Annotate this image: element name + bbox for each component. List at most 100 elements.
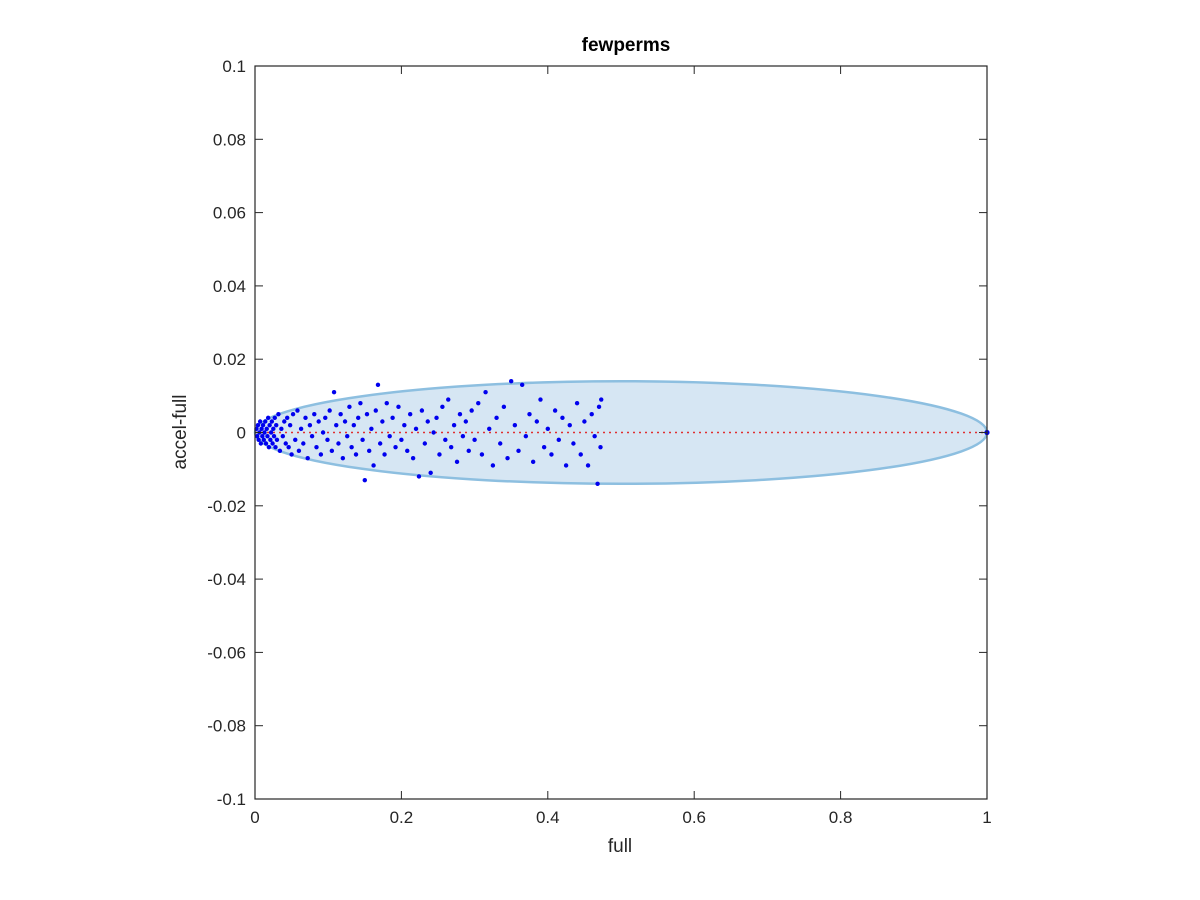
data-point bbox=[538, 397, 543, 402]
data-point bbox=[382, 452, 387, 457]
data-point bbox=[358, 400, 363, 406]
data-point bbox=[271, 433, 277, 439]
data-point bbox=[501, 404, 507, 410]
data-point bbox=[277, 448, 283, 454]
data-point bbox=[280, 433, 286, 439]
data-point bbox=[287, 422, 293, 428]
data-point bbox=[362, 477, 367, 483]
data-point bbox=[289, 452, 294, 457]
data-point bbox=[380, 419, 385, 424]
data-point bbox=[527, 411, 532, 417]
data-point bbox=[312, 411, 317, 417]
y-tick-label: 0.04 bbox=[213, 277, 246, 296]
data-point bbox=[264, 426, 269, 432]
data-point bbox=[286, 444, 291, 450]
data-point bbox=[369, 426, 374, 432]
data-point bbox=[265, 433, 270, 439]
data-point bbox=[396, 404, 401, 410]
data-point bbox=[509, 378, 514, 384]
y-tick-label: -0.02 bbox=[207, 497, 246, 516]
data-point bbox=[296, 448, 302, 454]
data-point bbox=[578, 452, 583, 457]
data-point bbox=[571, 441, 576, 446]
y-tick-label: 0.06 bbox=[213, 204, 246, 223]
data-point bbox=[425, 419, 430, 424]
data-point bbox=[375, 382, 381, 388]
data-point bbox=[258, 441, 264, 446]
data-point bbox=[519, 382, 525, 388]
data-point bbox=[260, 422, 266, 428]
data-point bbox=[563, 463, 569, 468]
data-point bbox=[574, 400, 580, 406]
data-point bbox=[256, 437, 261, 443]
data-point bbox=[371, 463, 376, 468]
data-point bbox=[490, 463, 496, 468]
data-point bbox=[360, 437, 365, 443]
data-point bbox=[293, 437, 298, 443]
data-point bbox=[384, 400, 389, 406]
data-point bbox=[342, 419, 348, 424]
data-point bbox=[263, 441, 269, 446]
data-point bbox=[479, 452, 485, 457]
data-point bbox=[483, 389, 488, 395]
data-point bbox=[446, 397, 451, 402]
data-point bbox=[345, 433, 350, 439]
data-point bbox=[316, 419, 321, 424]
data-point bbox=[494, 415, 499, 421]
data-point bbox=[410, 455, 416, 461]
x-tick-label: 0.2 bbox=[390, 808, 414, 827]
data-point bbox=[592, 433, 597, 439]
y-tick-label: -0.04 bbox=[207, 570, 246, 589]
y-axis-label: accel-full bbox=[170, 395, 191, 470]
data-point bbox=[266, 444, 272, 450]
data-point bbox=[487, 426, 492, 432]
data-point bbox=[476, 400, 481, 406]
data-point bbox=[269, 419, 275, 424]
data-point bbox=[356, 415, 361, 421]
y-tick-label: 0.08 bbox=[213, 130, 246, 149]
data-point bbox=[393, 444, 398, 450]
data-point bbox=[413, 426, 419, 432]
data-point bbox=[443, 437, 448, 443]
data-point bbox=[314, 444, 319, 450]
y-tick-label: -0.06 bbox=[207, 643, 246, 662]
data-point bbox=[338, 411, 343, 417]
plot-area bbox=[253, 66, 990, 799]
data-point bbox=[599, 397, 604, 402]
data-point bbox=[541, 444, 547, 450]
data-point bbox=[407, 411, 413, 417]
data-point bbox=[271, 426, 276, 432]
data-point bbox=[387, 433, 392, 439]
data-point bbox=[534, 419, 540, 424]
data-point bbox=[469, 408, 474, 413]
data-point bbox=[334, 422, 339, 428]
data-point bbox=[364, 411, 370, 417]
data-point bbox=[451, 422, 457, 428]
data-point bbox=[405, 448, 410, 454]
data-points bbox=[254, 378, 990, 487]
data-point bbox=[431, 430, 436, 435]
data-point bbox=[419, 408, 425, 413]
data-point bbox=[325, 437, 330, 443]
data-point bbox=[290, 411, 296, 417]
data-point bbox=[390, 415, 395, 421]
axes: 0 0.2 0.4 0.6 0.8 1 -0.1 -0.08 -0.06 -0.04 -0.02 0 0… bbox=[207, 57, 991, 827]
data-point bbox=[270, 441, 275, 446]
data-point bbox=[523, 433, 529, 439]
data-point bbox=[267, 422, 272, 428]
y-tick-label: 0.1 bbox=[222, 57, 246, 76]
data-point bbox=[498, 441, 503, 446]
data-point bbox=[254, 433, 260, 439]
data-point bbox=[255, 422, 261, 428]
data-point bbox=[260, 433, 265, 439]
data-point bbox=[320, 430, 326, 435]
y-tick-label: -0.08 bbox=[207, 717, 246, 736]
data-point bbox=[273, 444, 278, 450]
data-point bbox=[268, 430, 274, 435]
data-point bbox=[329, 448, 335, 454]
data-point bbox=[301, 441, 306, 446]
data-point bbox=[454, 459, 460, 465]
x-tick-label: 0.4 bbox=[536, 808, 560, 827]
data-point bbox=[327, 408, 332, 413]
